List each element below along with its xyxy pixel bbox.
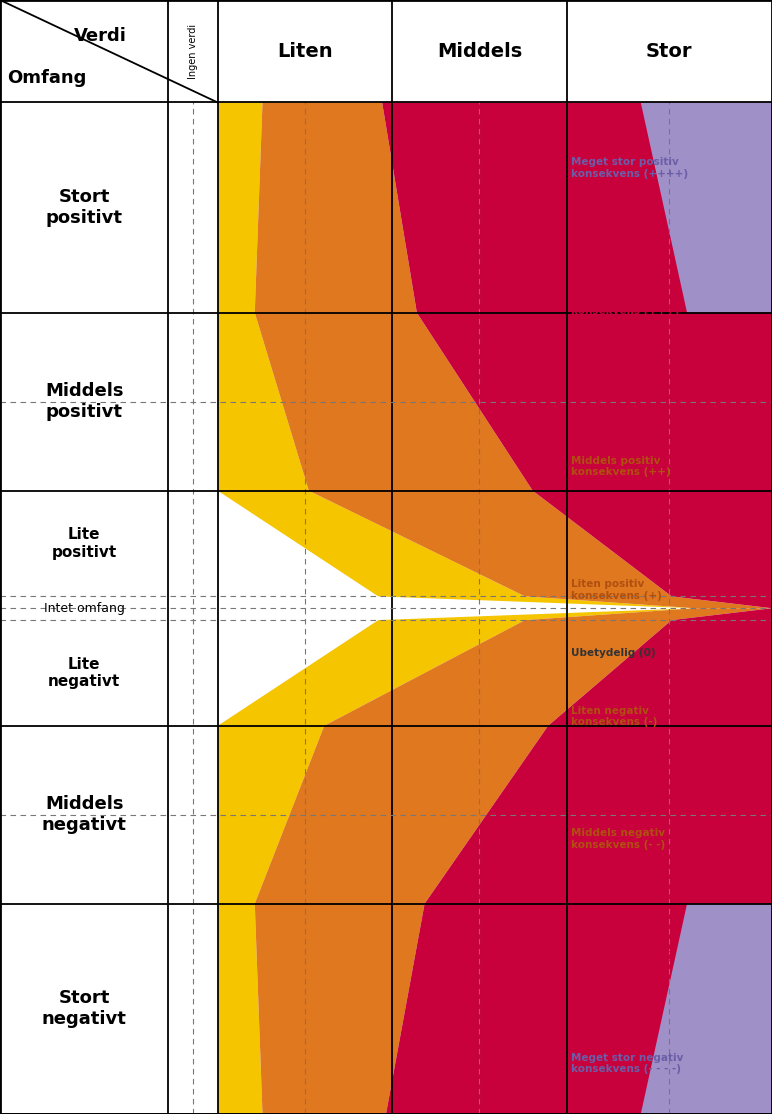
Text: Omfang: Omfang: [7, 69, 86, 87]
Text: Stor negativ
konsekvens (- - -): Stor negativ konsekvens (- - -): [571, 939, 673, 961]
Polygon shape: [641, 102, 772, 313]
Text: Stor positiv
konsekvens (+++): Stor positiv konsekvens (+++): [571, 294, 679, 315]
Text: Middels: Middels: [437, 41, 522, 61]
Polygon shape: [255, 102, 772, 608]
Polygon shape: [218, 608, 695, 1114]
Polygon shape: [382, 102, 772, 608]
Text: Middels
positivt: Middels positivt: [45, 382, 124, 421]
Text: Meget stor negativ
konsekvens (- - - -): Meget stor negativ konsekvens (- - - -): [571, 1053, 684, 1074]
Text: Middels
negativt: Middels negativt: [42, 795, 127, 834]
Text: Liten: Liten: [277, 41, 333, 61]
Polygon shape: [641, 903, 772, 1114]
Polygon shape: [218, 102, 695, 608]
Text: Lite
positivt: Lite positivt: [52, 527, 117, 559]
Polygon shape: [0, 102, 168, 1114]
Polygon shape: [386, 608, 772, 1114]
Text: Intet omfang: Intet omfang: [44, 602, 124, 615]
Text: Verdi: Verdi: [74, 27, 127, 45]
Text: Stor: Stor: [646, 41, 692, 61]
Polygon shape: [0, 0, 772, 102]
Text: Liten positiv
konsekvens (+): Liten positiv konsekvens (+): [571, 579, 662, 600]
Text: Stort
negativt: Stort negativt: [42, 989, 127, 1028]
Text: Meget stor positiv
konsekvens (++++): Meget stor positiv konsekvens (++++): [571, 157, 689, 179]
Text: Liten negativ
konsekvens (-): Liten negativ konsekvens (-): [571, 705, 658, 727]
Text: Stort
positivt: Stort positivt: [46, 188, 123, 227]
Text: Lite
negativt: Lite negativt: [48, 657, 120, 690]
Text: Middels positiv
konsekvens (++): Middels positiv konsekvens (++): [571, 456, 671, 478]
Text: Middels negativ
konsekvens (- -): Middels negativ konsekvens (- -): [571, 828, 665, 850]
Polygon shape: [168, 102, 218, 1114]
Polygon shape: [255, 608, 772, 1114]
Text: Ubetydelig (0): Ubetydelig (0): [571, 647, 656, 657]
Text: Ingen verdi: Ingen verdi: [188, 23, 198, 79]
